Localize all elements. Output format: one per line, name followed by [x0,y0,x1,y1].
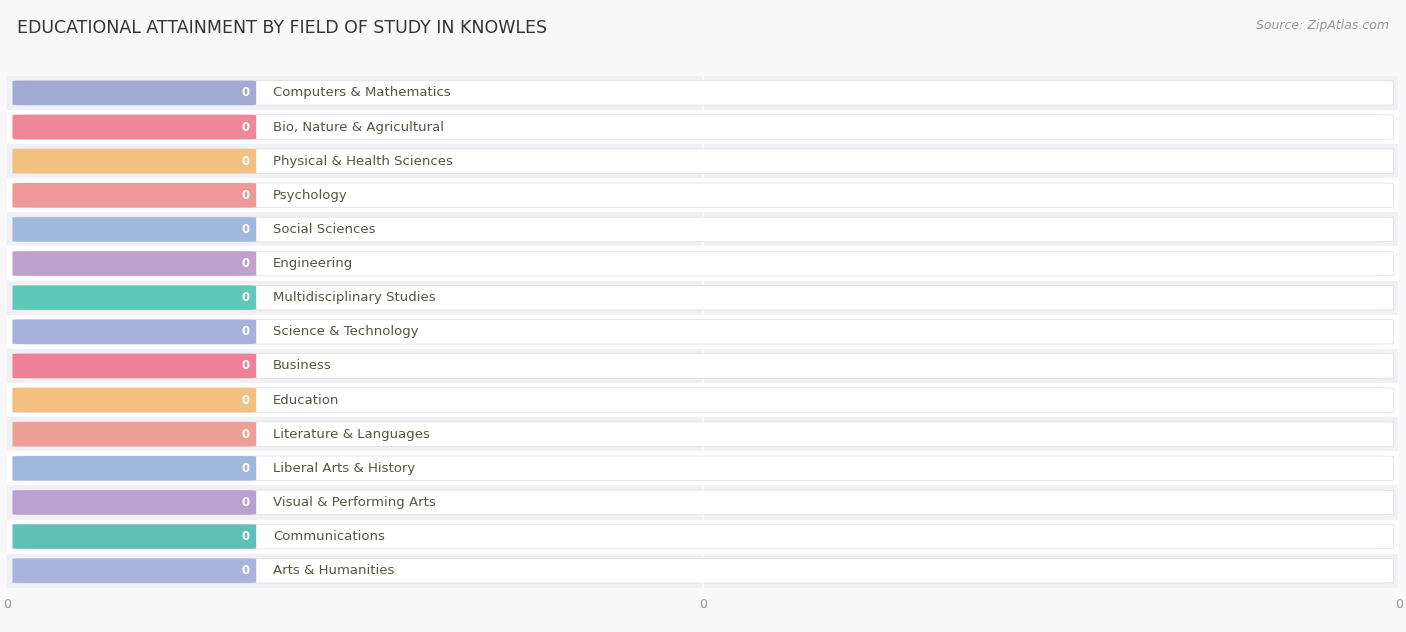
FancyBboxPatch shape [13,525,256,549]
Text: Multidisciplinary Studies: Multidisciplinary Studies [273,291,436,304]
FancyBboxPatch shape [13,388,256,412]
Text: 0: 0 [240,155,249,167]
FancyBboxPatch shape [13,388,1393,412]
Text: Psychology: Psychology [273,189,347,202]
FancyBboxPatch shape [13,320,256,344]
Bar [7,110,1399,144]
Text: 0: 0 [240,496,249,509]
FancyBboxPatch shape [13,456,1393,480]
Text: 0: 0 [240,360,249,372]
Bar [7,383,1399,417]
Text: Literature & Languages: Literature & Languages [273,428,430,441]
Text: 0: 0 [240,189,249,202]
FancyBboxPatch shape [13,115,256,139]
Text: 0: 0 [240,325,249,338]
FancyBboxPatch shape [13,252,256,276]
FancyBboxPatch shape [13,456,256,480]
FancyBboxPatch shape [13,183,1393,207]
Bar [7,520,1399,554]
Text: 0: 0 [240,394,249,406]
Text: Communications: Communications [273,530,385,543]
FancyBboxPatch shape [13,490,256,514]
FancyBboxPatch shape [13,354,1393,378]
Bar [7,485,1399,520]
Text: Science & Technology: Science & Technology [273,325,419,338]
Text: Physical & Health Sciences: Physical & Health Sciences [273,155,453,167]
Bar [7,315,1399,349]
FancyBboxPatch shape [13,217,1393,241]
FancyBboxPatch shape [13,252,1393,276]
FancyBboxPatch shape [13,286,256,310]
FancyBboxPatch shape [13,525,1393,549]
FancyBboxPatch shape [13,183,256,207]
FancyBboxPatch shape [13,559,1393,583]
Bar [7,451,1399,485]
Bar [7,349,1399,383]
Text: Engineering: Engineering [273,257,353,270]
Bar [7,281,1399,315]
FancyBboxPatch shape [13,559,256,583]
FancyBboxPatch shape [13,422,1393,446]
Text: 0: 0 [240,121,249,133]
Bar [7,554,1399,588]
FancyBboxPatch shape [13,354,256,378]
Text: 0: 0 [240,87,249,99]
Text: Computers & Mathematics: Computers & Mathematics [273,87,451,99]
Bar [7,178,1399,212]
Text: Source: ZipAtlas.com: Source: ZipAtlas.com [1256,19,1389,32]
Text: EDUCATIONAL ATTAINMENT BY FIELD OF STUDY IN KNOWLES: EDUCATIONAL ATTAINMENT BY FIELD OF STUDY… [17,19,547,37]
FancyBboxPatch shape [13,115,1393,139]
Text: Arts & Humanities: Arts & Humanities [273,564,394,577]
Bar [7,417,1399,451]
Text: 0: 0 [240,291,249,304]
Bar [7,246,1399,281]
FancyBboxPatch shape [13,217,256,241]
FancyBboxPatch shape [13,320,1393,344]
Bar [7,144,1399,178]
Text: 0: 0 [240,564,249,577]
Text: 0: 0 [240,257,249,270]
Text: 0: 0 [240,462,249,475]
Text: 0: 0 [240,428,249,441]
Text: Education: Education [273,394,339,406]
FancyBboxPatch shape [13,81,256,105]
FancyBboxPatch shape [13,422,256,446]
Text: Visual & Performing Arts: Visual & Performing Arts [273,496,436,509]
FancyBboxPatch shape [13,490,1393,514]
Text: 0: 0 [240,223,249,236]
FancyBboxPatch shape [13,81,1393,105]
FancyBboxPatch shape [13,286,1393,310]
Text: 0: 0 [240,530,249,543]
FancyBboxPatch shape [13,149,1393,173]
FancyBboxPatch shape [13,149,256,173]
Bar [7,212,1399,246]
Text: Business: Business [273,360,332,372]
Text: Liberal Arts & History: Liberal Arts & History [273,462,415,475]
Text: Bio, Nature & Agricultural: Bio, Nature & Agricultural [273,121,444,133]
Bar [7,76,1399,110]
Text: Social Sciences: Social Sciences [273,223,375,236]
